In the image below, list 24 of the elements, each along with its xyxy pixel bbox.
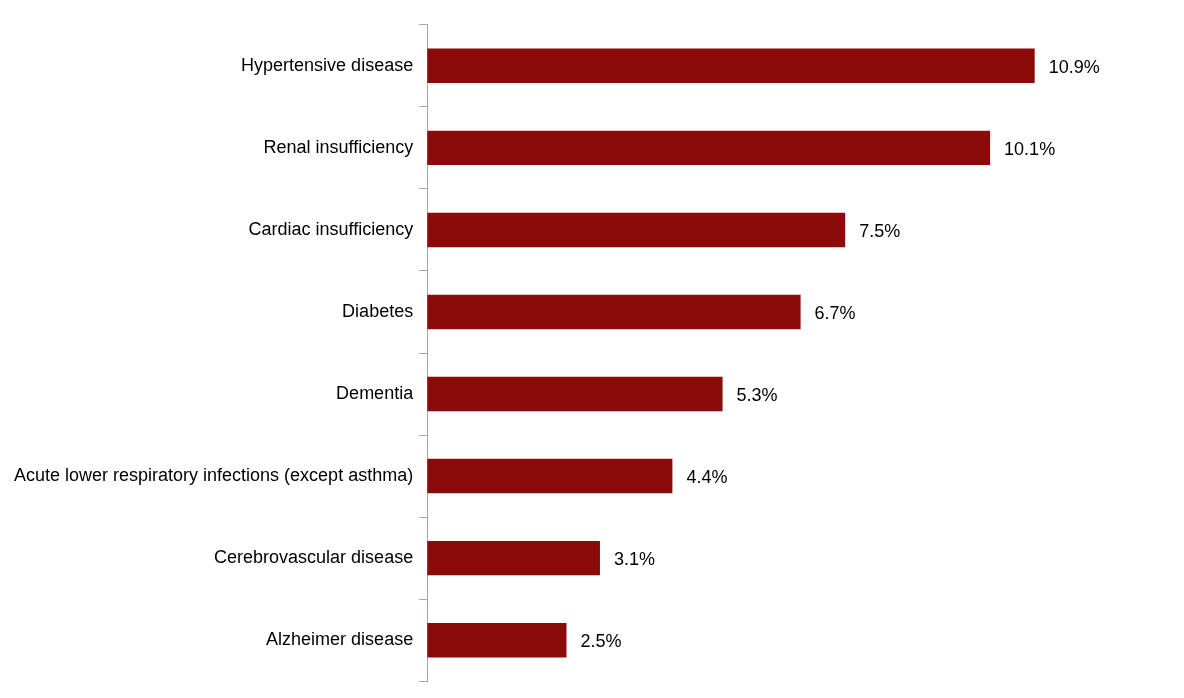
y-tick-label: Alzheimer disease — [266, 629, 414, 650]
data-label: 3.1% — [613, 549, 655, 570]
bar — [427, 212, 846, 248]
y-tick-label: Cerebrovascular disease — [214, 547, 414, 568]
y-tick-label: Dementia — [336, 382, 415, 403]
y-tick-label: Acute lower respiratory infections (except asthma) — [13, 465, 414, 486]
y-tick-label: Hypertensive disease — [241, 54, 414, 75]
data-label: 5.3% — [736, 384, 778, 405]
data-label: 6.7% — [814, 302, 856, 323]
data-label: 4.4% — [686, 467, 728, 488]
bar — [427, 622, 567, 658]
bar — [427, 48, 1035, 84]
y-tick-label: Renal insufficiency — [263, 136, 414, 157]
data-label: 10.9% — [1048, 56, 1100, 77]
y-tick-label: Cardiac insufficiency — [248, 218, 414, 239]
data-label: 7.5% — [859, 220, 901, 241]
data-label: 10.1% — [1004, 138, 1056, 159]
y-tick-label: Diabetes — [342, 300, 414, 321]
bar — [427, 294, 801, 330]
bar — [427, 540, 600, 576]
bar — [427, 458, 673, 494]
data-label: 2.5% — [580, 631, 622, 652]
bar — [427, 130, 991, 166]
bar — [427, 376, 723, 412]
